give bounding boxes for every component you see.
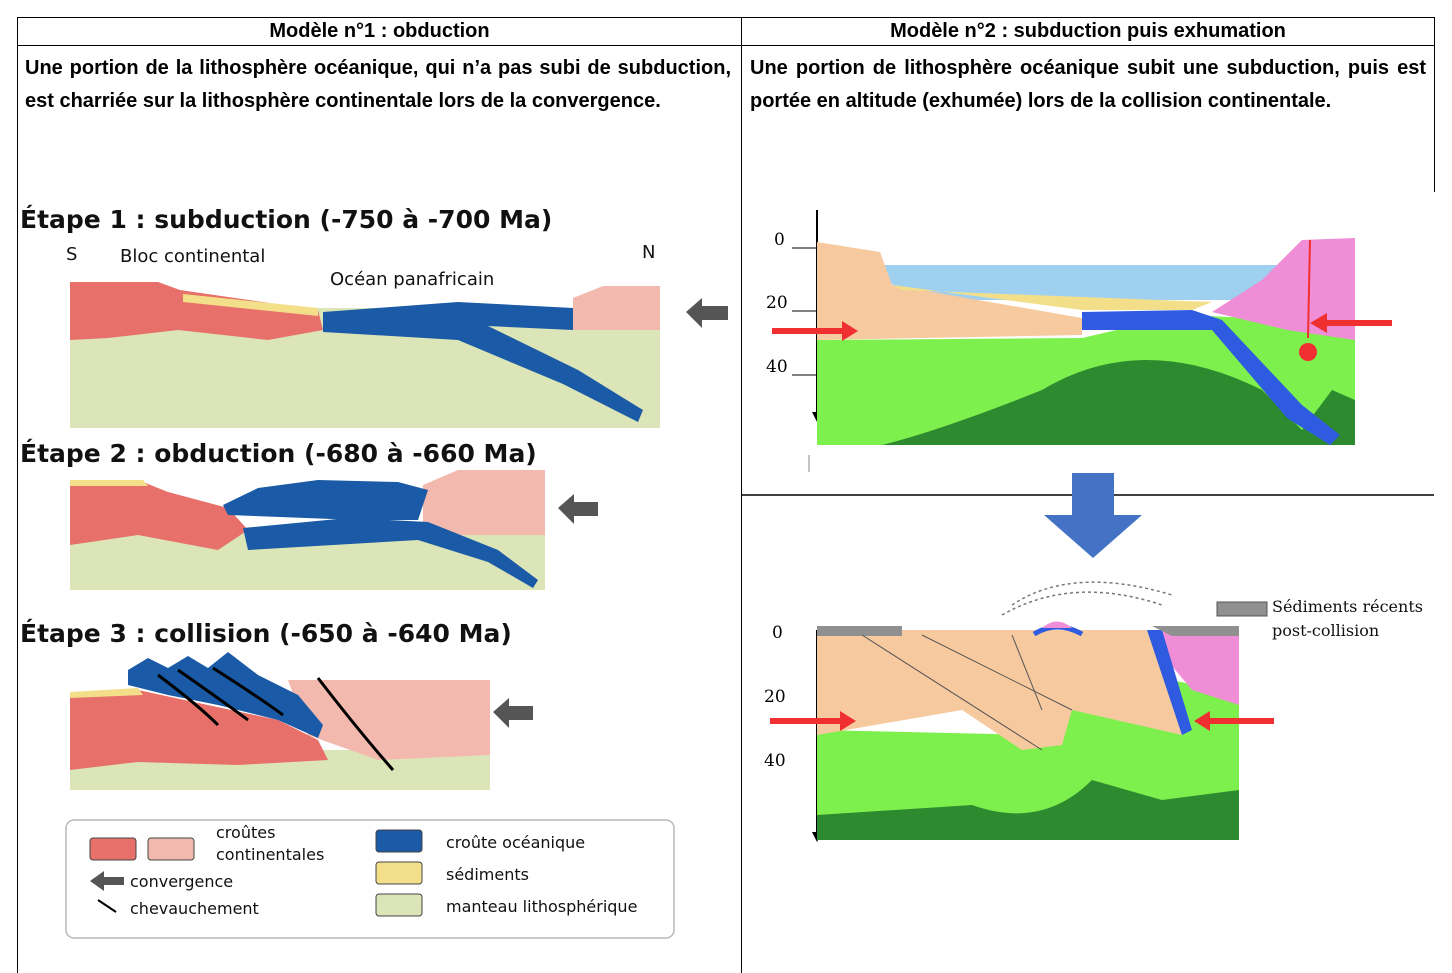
p2-fault-3 <box>1011 634 1043 711</box>
p2-continent <box>817 630 1182 750</box>
depth2-20: 20 <box>764 687 786 707</box>
legend-chevauchement: chevauchement <box>130 899 259 918</box>
model2-panel1: 0 20 40 <box>766 210 1392 472</box>
p2-paleo-relief <box>1001 591 1163 616</box>
step2-sediments <box>70 480 148 486</box>
p2-recent-sediments <box>817 626 1239 636</box>
model2-intro: Une portion de lithosphère océanique sub… <box>750 57 1426 112</box>
legend-recent-line1: Sédiments récents <box>1272 597 1423 616</box>
model1-legend: croûtes continentales convergence chevau… <box>65 819 675 939</box>
p1-sediments <box>892 285 1212 310</box>
model1-intro: Une portion de la lithosphère océanique,… <box>25 57 731 112</box>
legend-swatch-ocean-crust <box>375 829 423 853</box>
label-ocean-panafricain: Océan panafricain <box>330 269 494 290</box>
step1-sediments <box>183 294 318 316</box>
model1-header: Modèle n°1 : obduction <box>269 19 490 42</box>
step1-continental-crust-north <box>573 286 660 330</box>
p1-continent-left <box>817 242 1082 340</box>
step3-thrust-1 <box>157 673 220 727</box>
step3-section <box>70 652 533 790</box>
step2-oceanic-crust <box>243 518 538 588</box>
step3-thrust-4 <box>316 677 395 771</box>
step2-continental-crust <box>70 482 248 550</box>
step3-continental-crust <box>70 690 328 770</box>
p1-magma <box>1307 239 1311 339</box>
p2-red-arrow-left <box>770 711 856 731</box>
p2-pink-klippe <box>1042 621 1072 628</box>
step1-oceanic-crust <box>323 302 643 422</box>
step3-nappes <box>128 652 323 738</box>
depth2-0: 0 <box>772 623 783 643</box>
step2-continental-crust-north <box>423 470 545 535</box>
depth-20: 20 <box>766 293 788 313</box>
step3-continental-crust-north <box>288 680 490 760</box>
legend-crust-line2: continentales <box>216 845 324 864</box>
legend-sediments: sédiments <box>446 865 529 884</box>
step2-obducted-crust <box>223 480 428 520</box>
p2-paleo-relief-2 <box>1011 581 1173 606</box>
p1-ocean <box>880 265 1302 300</box>
p1-red-arrow-right <box>1310 313 1392 333</box>
step1-continental-crust <box>70 282 323 340</box>
legend-swatch-mantle <box>375 893 423 917</box>
step1-title: Étape 1 : subduction (-750 à -700 Ma) <box>20 205 552 234</box>
step1-section <box>70 282 728 428</box>
p2-fault-2 <box>921 634 1073 711</box>
depth2-40: 40 <box>764 751 786 771</box>
step1-arrow <box>686 298 728 328</box>
legend-swatch-sediments <box>375 861 423 885</box>
step3-title: Étape 3 : collision (-650 à -640 Ma) <box>20 619 512 648</box>
model2-header: Modèle n°2 : subduction puis exhumation <box>890 19 1286 42</box>
border-header-bottom <box>17 45 1435 46</box>
model1-diagram: Étape 1 : subduction (-750 à -700 Ma) S … <box>20 205 728 939</box>
step2-section <box>70 470 598 590</box>
legend-swatch-continental-dark <box>89 837 137 861</box>
p1-magma-chamber <box>1299 343 1317 361</box>
legend-convergence: convergence <box>130 872 233 891</box>
model2-diagram: 0 20 40 0 20 40 <box>742 210 1434 842</box>
legend-swatch-continental-light <box>147 837 195 861</box>
border-right <box>1434 17 1435 192</box>
border-middle <box>741 17 742 973</box>
legend-crust-line1: croûtes <box>216 823 275 842</box>
border-left <box>17 17 18 973</box>
label-north: N <box>642 242 655 263</box>
legend-convergence-icon <box>90 871 124 891</box>
depth-0: 0 <box>774 230 785 250</box>
legend-recent-line2: post-collision <box>1272 621 1379 640</box>
legend-chevauchement-icon <box>97 899 117 913</box>
label-bloc-continental: Bloc continental <box>120 246 265 267</box>
legend-box <box>65 819 675 939</box>
p2-oceanic-crust <box>1147 630 1192 735</box>
step2-arrow <box>558 494 598 524</box>
step3-thrust-2 <box>177 668 249 722</box>
model2-panel2: 0 20 40 Sédiments récents post-collision <box>764 581 1423 842</box>
legend-ocean-crust: croûte océanique <box>446 833 585 852</box>
p1-red-arrow-left <box>772 321 858 341</box>
legend-mantle: manteau lithosphérique <box>446 897 637 916</box>
p2-red-arrow-right <box>1194 711 1274 731</box>
depth-40: 40 <box>766 357 788 377</box>
p1-pink-plate <box>1212 238 1355 340</box>
p1-oceanic-crust <box>1082 310 1340 445</box>
border-top <box>17 17 1435 18</box>
down-arrow <box>1044 473 1142 558</box>
step3-arrow <box>493 698 533 728</box>
p1-mantle <box>817 315 1355 445</box>
step3-thrust-3 <box>212 666 284 717</box>
legend-recent-sediments-swatch <box>1216 601 1268 617</box>
step3-sediments <box>70 688 143 698</box>
label-south: S <box>66 244 77 265</box>
step2-title: Étape 2 : obduction (-680 à -660 Ma) <box>20 439 537 468</box>
p2-fault-1 <box>861 634 1043 751</box>
